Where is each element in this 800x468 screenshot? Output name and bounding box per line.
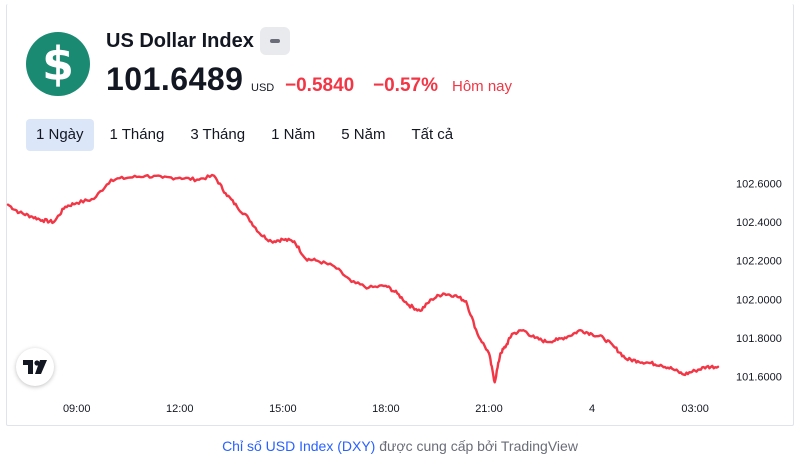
current-price: 101.6489: [106, 61, 244, 97]
tab-3-months[interactable]: 3 Tháng: [190, 126, 246, 143]
y-tick-label: 102.4000: [736, 217, 782, 229]
y-tick-label: 101.8000: [736, 333, 782, 345]
range-tabs: 1 Ngày 1 Tháng 3 Tháng 1 Năm 5 Năm Tất c…: [26, 119, 469, 151]
tab-1-month[interactable]: 1 Tháng: [109, 126, 165, 143]
tab-all[interactable]: Tất cả: [411, 126, 454, 143]
x-tick-label: 03:00: [681, 403, 709, 415]
x-tick-label: 12:00: [166, 403, 194, 415]
minus-badge-icon[interactable]: [260, 27, 290, 55]
attribution-text: được cung cấp bởi TradingView: [375, 438, 578, 454]
tab-5-years[interactable]: 5 Năm: [341, 126, 386, 143]
attribution-link[interactable]: Chỉ số USD Index (DXY): [222, 438, 376, 454]
dollar-logo-icon: $: [26, 32, 90, 96]
currency-label: USD: [251, 82, 275, 94]
attribution: Chỉ số USD Index (DXY) được cung cấp bởi…: [0, 438, 800, 454]
price-change-percent: −0.57%: [373, 75, 438, 96]
tab-1-year[interactable]: 1 Năm: [271, 126, 316, 143]
tab-1-day[interactable]: 1 Ngày: [26, 119, 94, 151]
y-tick-label: 102.2000: [736, 256, 782, 268]
period-label: Hôm nay: [452, 78, 513, 95]
series-line: [6, 173, 720, 384]
x-tick-label: 15:00: [269, 403, 297, 415]
price-change: −0.5840: [285, 75, 355, 96]
x-tick-label: 21:00: [475, 403, 503, 415]
price-chart[interactable]: 102.6000 102.4000 102.2000 102.0000 101.8000…: [0, 160, 800, 430]
x-tick-label: 18:00: [372, 403, 400, 415]
x-tick-label: 09:00: [63, 403, 91, 415]
tradingview-logo-icon[interactable]: [16, 348, 54, 386]
minus-icon: [270, 39, 280, 43]
tv-glyph-icon: [23, 360, 47, 374]
y-tick-label: 102.6000: [736, 179, 782, 191]
widget-card: [6, 4, 794, 426]
y-tick-label: 102.0000: [736, 294, 782, 306]
instrument-title[interactable]: US Dollar Index: [106, 30, 254, 52]
y-tick-label: 101.6000: [736, 371, 782, 383]
x-tick-label: 4: [589, 403, 595, 415]
